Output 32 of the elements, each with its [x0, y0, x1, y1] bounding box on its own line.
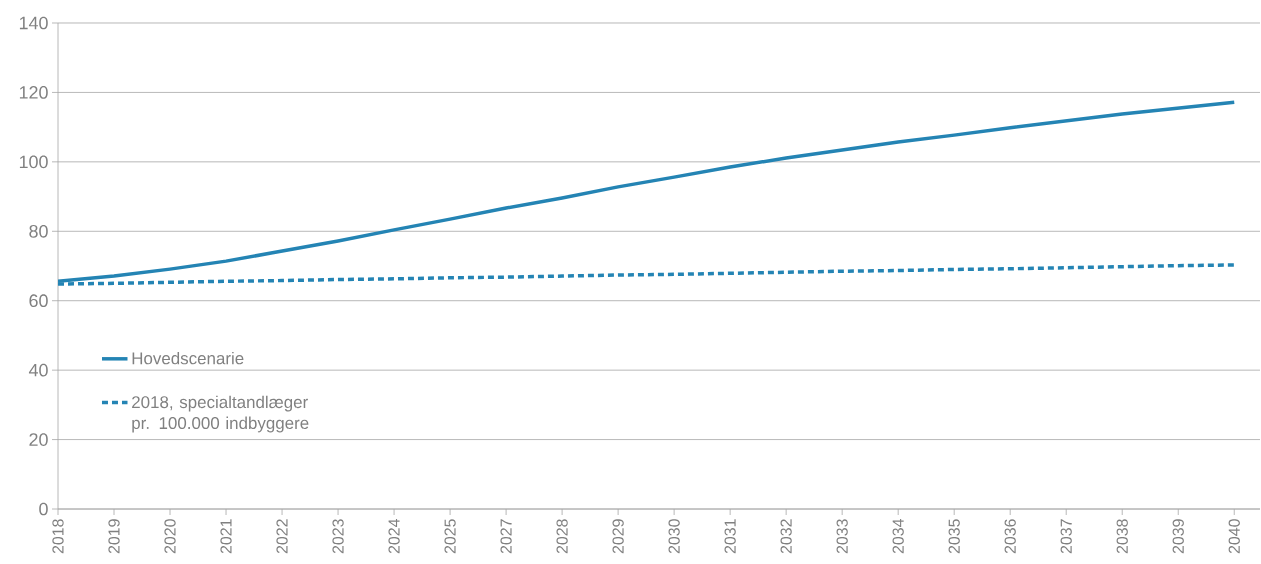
x-tick-label: 2025 — [444, 519, 456, 554]
x-tick-label: 2018 — [52, 519, 64, 554]
y-tick-label: 120 — [19, 86, 48, 99]
x-tick-label: 2027 — [500, 519, 512, 554]
x-tick-label: 2034 — [892, 519, 904, 554]
y-tick-label: 20 — [29, 433, 48, 446]
x-tick-label: 2029 — [612, 519, 624, 554]
y-tick-label: 60 — [29, 294, 48, 308]
x-tick-label: 2030 — [668, 519, 680, 554]
x-tick-label: 2023 — [332, 519, 344, 554]
x-tick-label: 2037 — [1060, 519, 1072, 554]
legend-label: Hovedscenarie — [132, 351, 244, 365]
x-tick-label: 2020 — [164, 519, 176, 554]
x-tick-label: 2022 — [276, 519, 288, 554]
legend-label: 2018, specialtandlæger pr. 100.000 indbyggere — [132, 395, 309, 433]
x-tick-label: 2021 — [220, 519, 232, 554]
x-tick-label: 2036 — [1004, 519, 1016, 554]
x-tick-label: 2040 — [1228, 519, 1240, 554]
y-tick-label: 40 — [28, 363, 48, 377]
x-tick-label: 2038 — [1116, 519, 1128, 554]
x-tick-label: 2028 — [556, 519, 568, 554]
x-tick-label: 2024 — [388, 519, 400, 554]
y-tick-label: 0 — [39, 502, 48, 516]
x-tick-label: 2032 — [780, 519, 792, 554]
y-tick-label: 80 — [29, 224, 48, 238]
x-tick-label: 2019 — [108, 519, 120, 554]
x-tick-label: 2035 — [948, 519, 960, 554]
x-tick-label: 2033 — [836, 519, 848, 554]
y-tick-label: 100 — [19, 155, 48, 169]
y-tick-label: 140 — [19, 16, 48, 30]
x-tick-label: 2039 — [1172, 519, 1184, 554]
x-tick-label: 2031 — [724, 519, 736, 554]
